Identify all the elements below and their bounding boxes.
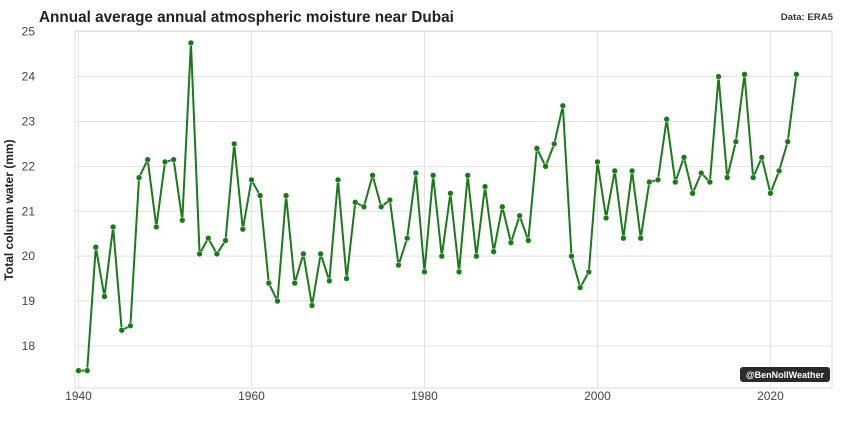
- svg-text:1940: 1940: [65, 389, 92, 403]
- svg-text:23: 23: [22, 114, 36, 128]
- svg-text:1960: 1960: [238, 389, 265, 403]
- svg-text:18: 18: [22, 339, 36, 353]
- svg-text:22: 22: [22, 159, 36, 173]
- svg-text:19: 19: [22, 294, 36, 308]
- svg-text:21: 21: [22, 204, 36, 218]
- svg-text:24: 24: [22, 70, 36, 84]
- svg-text:2000: 2000: [584, 389, 611, 403]
- svg-text:20: 20: [22, 249, 36, 263]
- svg-text:25: 25: [22, 25, 36, 39]
- svg-text:2020: 2020: [757, 389, 784, 403]
- svg-text:1980: 1980: [411, 389, 438, 403]
